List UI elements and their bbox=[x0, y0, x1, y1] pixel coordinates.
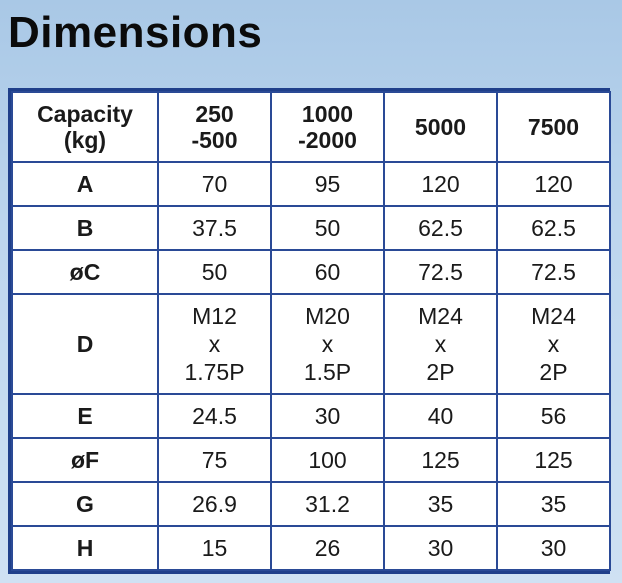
table-cell: 30 bbox=[270, 393, 385, 439]
column-header: 250 -500 bbox=[157, 91, 272, 163]
row-label: B bbox=[11, 205, 159, 251]
table-cell: 100 bbox=[270, 437, 385, 483]
table-row: A 70 95 120 120 bbox=[11, 161, 611, 207]
table-cell: 35 bbox=[496, 481, 611, 527]
table-cell: 31.2 bbox=[270, 481, 385, 527]
column-header: 1000 -2000 bbox=[270, 91, 385, 163]
table-cell: 120 bbox=[496, 161, 611, 207]
table-cell: 95 bbox=[270, 161, 385, 207]
row-label: D bbox=[11, 293, 159, 395]
table-row: E 24.5 30 40 56 bbox=[11, 393, 611, 439]
table-cell: M24 x 2P bbox=[496, 293, 611, 395]
table-cell: 56 bbox=[496, 393, 611, 439]
table-cell: 35 bbox=[383, 481, 498, 527]
table-cell: 24.5 bbox=[157, 393, 272, 439]
table-cell: 26.9 bbox=[157, 481, 272, 527]
column-header: 7500 bbox=[496, 91, 611, 163]
row-label: G bbox=[11, 481, 159, 527]
table-cell: M24 x 2P bbox=[383, 293, 498, 395]
table-row: G 26.9 31.2 35 35 bbox=[11, 481, 611, 527]
dimensions-table: Capacity (kg) 250 -500 1000 -2000 5000 7… bbox=[11, 91, 611, 571]
table-cell: 72.5 bbox=[496, 249, 611, 295]
column-header: 5000 bbox=[383, 91, 498, 163]
row-label: A bbox=[11, 161, 159, 207]
table-cell: 37.5 bbox=[157, 205, 272, 251]
table-cell: M20 x 1.5P bbox=[270, 293, 385, 395]
page-title: Dimensions bbox=[8, 8, 263, 57]
row-label: øC bbox=[11, 249, 159, 295]
dimensions-table-frame: Capacity (kg) 250 -500 1000 -2000 5000 7… bbox=[8, 88, 611, 574]
table-cell: 70 bbox=[157, 161, 272, 207]
table-cell: 75 bbox=[157, 437, 272, 483]
table-row: B 37.5 50 62.5 62.5 bbox=[11, 205, 611, 251]
row-label: E bbox=[11, 393, 159, 439]
capacity-header: Capacity (kg) bbox=[11, 91, 159, 163]
table-cell: 50 bbox=[270, 205, 385, 251]
table-cell: 62.5 bbox=[383, 205, 498, 251]
table-cell: 72.5 bbox=[383, 249, 498, 295]
table-cell: 15 bbox=[157, 525, 272, 571]
table-row: H 15 26 30 30 bbox=[11, 525, 611, 571]
table-cell: 62.5 bbox=[496, 205, 611, 251]
table-cell: 50 bbox=[157, 249, 272, 295]
table-cell: 26 bbox=[270, 525, 385, 571]
table-cell: 125 bbox=[496, 437, 611, 483]
table-cell: 40 bbox=[383, 393, 498, 439]
table-row: øC 50 60 72.5 72.5 bbox=[11, 249, 611, 295]
table-cell: 125 bbox=[383, 437, 498, 483]
table-cell: 60 bbox=[270, 249, 385, 295]
table-cell: 30 bbox=[496, 525, 611, 571]
table-row: D M12 x 1.75P M20 x 1.5P M24 x 2P M24 bbox=[11, 293, 611, 395]
table-cell: M12 x 1.75P bbox=[157, 293, 272, 395]
table-row: øF 75 100 125 125 bbox=[11, 437, 611, 483]
row-label: H bbox=[11, 525, 159, 571]
header-row: Capacity (kg) 250 -500 1000 -2000 5000 7… bbox=[11, 91, 611, 163]
row-label: øF bbox=[11, 437, 159, 483]
table-cell: 30 bbox=[383, 525, 498, 571]
table-cell: 120 bbox=[383, 161, 498, 207]
